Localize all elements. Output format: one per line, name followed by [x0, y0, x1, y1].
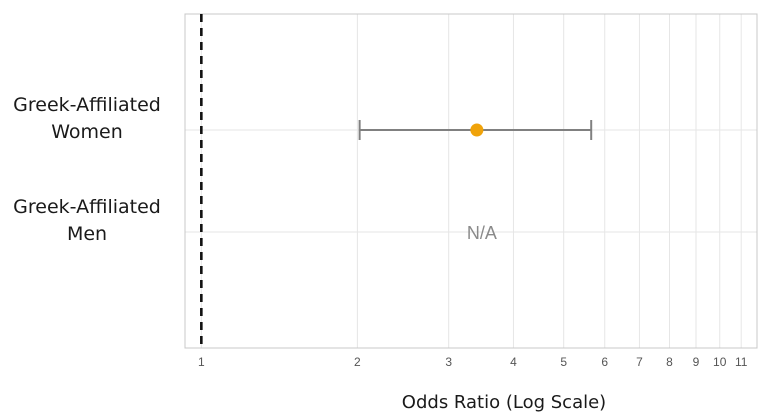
x-tick-label: 11 [735, 355, 748, 369]
x-tick-label: 6 [601, 355, 608, 369]
x-tick-label: 3 [445, 355, 452, 369]
estimate-point [470, 123, 484, 137]
x-tick-label: 8 [666, 355, 673, 369]
x-tick-label: 9 [693, 355, 700, 369]
x-tick-labels: 1 2 3 4 5 6 7 8 9 10 11 [198, 355, 748, 369]
category-label: Men [67, 223, 107, 245]
na-annotation: N/A [467, 223, 497, 243]
x-tick-label: 10 [713, 355, 727, 369]
x-tick-label: 7 [636, 355, 643, 369]
x-tick-label: 4 [510, 355, 517, 369]
category-label: Greek-Affiliated [13, 196, 161, 218]
plot-frame [184, 13, 758, 349]
category-label: Women [51, 121, 123, 143]
category-label: Greek-Affiliated [13, 94, 161, 116]
x-axis-title: Odds Ratio (Log Scale) [402, 392, 606, 413]
grid-lines [185, 14, 757, 348]
category-labels: Greek-Affiliated Women Greek-Affiliated Men [13, 94, 161, 245]
x-tick-label: 1 [198, 355, 205, 369]
data-marks: N/A [358, 120, 593, 243]
x-tick-label: 5 [560, 355, 567, 369]
x-tick-label: 2 [354, 355, 361, 369]
